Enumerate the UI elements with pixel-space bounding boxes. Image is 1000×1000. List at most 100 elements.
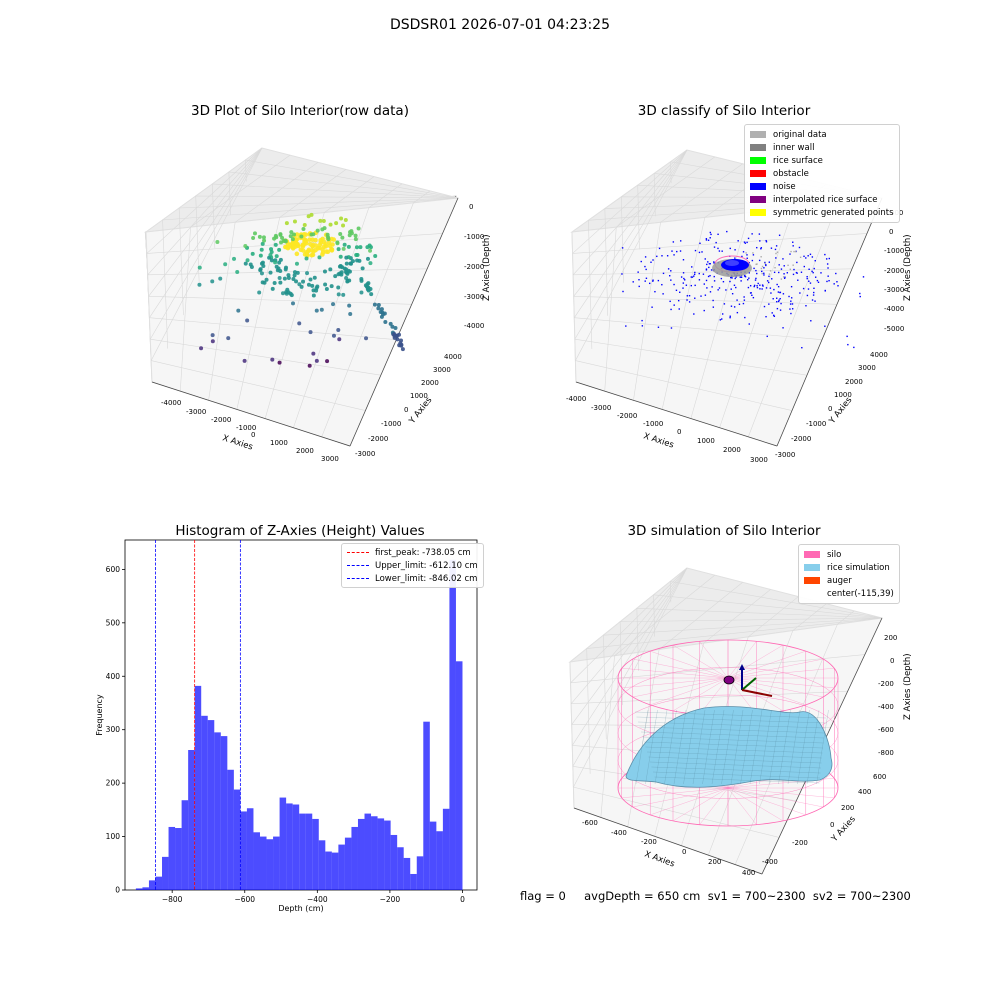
x-tick: -4000 xyxy=(161,399,181,407)
noise-point xyxy=(746,257,748,259)
data-point xyxy=(347,269,352,274)
noise-point xyxy=(662,272,665,275)
noise-point xyxy=(789,303,792,305)
grid-line xyxy=(572,567,688,767)
noise-point xyxy=(789,253,791,255)
mesh-line xyxy=(654,709,668,785)
grid-line xyxy=(150,338,381,376)
noise-point xyxy=(726,230,728,233)
legend-swatch xyxy=(750,183,766,190)
noise-point xyxy=(805,257,807,259)
original-point xyxy=(792,264,794,266)
legend-swatch xyxy=(804,564,820,571)
legend-label: obstacle xyxy=(773,168,809,179)
original-point xyxy=(760,267,763,270)
noise-point xyxy=(859,292,861,295)
histogram-bar xyxy=(338,844,345,890)
noise-point xyxy=(814,276,817,278)
silo-spoke xyxy=(699,641,729,679)
data-point xyxy=(329,236,334,242)
histogram-bar xyxy=(162,856,169,890)
noise-point xyxy=(812,271,814,274)
noise-point xyxy=(707,275,710,278)
histogram-bar xyxy=(384,820,391,890)
noise-point xyxy=(747,237,750,240)
noise-point xyxy=(694,249,697,252)
panel3-legend: first_peak: -738.05 cm Upper_limit: -612… xyxy=(341,543,484,588)
data-point xyxy=(313,247,318,253)
noise-point xyxy=(719,319,722,321)
noise-point xyxy=(722,281,725,283)
noise-point xyxy=(693,313,695,315)
x-tick: -3000 xyxy=(186,408,206,416)
noise-point xyxy=(729,315,731,317)
panel2-3d-classify: -4000 -3000 -2000 -1000 0 1000 2000 3000… xyxy=(566,149,913,464)
noise-point xyxy=(801,346,803,349)
histogram-bars xyxy=(135,559,463,890)
z-tick: -5000 xyxy=(884,325,904,333)
silo-spoke xyxy=(727,677,806,706)
noise-point xyxy=(717,247,719,250)
noise-point xyxy=(775,245,778,247)
y-axis-line xyxy=(349,197,459,447)
data-point xyxy=(303,232,309,237)
mesh-line xyxy=(640,731,825,739)
noise-point xyxy=(644,265,646,268)
legend-entry: noise xyxy=(750,180,894,193)
panel2-axes-box xyxy=(570,149,883,447)
original-point xyxy=(752,252,754,254)
data-point xyxy=(353,237,358,242)
y-tick-label: 0 xyxy=(115,886,120,895)
x-tick: 2000 xyxy=(296,447,314,455)
data-point xyxy=(297,282,302,287)
y-tick: 600 xyxy=(873,773,886,781)
data-point xyxy=(294,261,299,266)
grid-line xyxy=(148,295,412,305)
legend-swatch xyxy=(750,209,766,216)
noise-point xyxy=(691,276,694,278)
data-point xyxy=(243,244,248,249)
histogram-bar xyxy=(325,851,332,890)
noise-point xyxy=(808,280,810,282)
noise-point xyxy=(814,260,816,262)
noise-point xyxy=(756,272,758,275)
data-point xyxy=(325,359,330,364)
data-point xyxy=(289,293,294,298)
noise-point xyxy=(783,273,785,275)
grid-line xyxy=(570,567,688,684)
noise-point xyxy=(824,289,826,292)
noise-point xyxy=(846,335,848,338)
histogram-bar xyxy=(436,831,443,890)
noise-point xyxy=(757,282,759,285)
histogram-bar xyxy=(377,818,385,890)
data-point xyxy=(320,227,325,232)
histogram-bar xyxy=(390,834,398,890)
noise-point xyxy=(749,285,752,287)
noise-point xyxy=(826,263,829,265)
noise-point xyxy=(744,316,746,319)
grid-line xyxy=(573,567,688,788)
data-point xyxy=(257,290,262,295)
noise-point xyxy=(671,250,673,252)
noise-point xyxy=(824,325,826,327)
data-point xyxy=(277,360,282,365)
histogram-bar xyxy=(181,800,189,890)
original-point xyxy=(761,265,764,268)
data-point xyxy=(273,233,278,238)
legend-label: symmetric generated points xyxy=(773,207,894,218)
noise-point xyxy=(738,303,741,305)
histogram-bar xyxy=(416,856,424,890)
data-point xyxy=(336,247,341,252)
noise-point xyxy=(748,272,750,274)
noise-point xyxy=(667,268,670,270)
data-point xyxy=(348,230,353,235)
data-point xyxy=(311,288,316,293)
data-point xyxy=(331,302,336,307)
y-tick: 400 xyxy=(858,788,871,796)
silo-spoke xyxy=(727,787,824,808)
x-tick-label: −800 xyxy=(162,895,183,904)
grid-line xyxy=(149,317,397,341)
noise-point xyxy=(803,255,805,258)
noise-point xyxy=(735,286,737,289)
noise-point xyxy=(807,255,809,257)
